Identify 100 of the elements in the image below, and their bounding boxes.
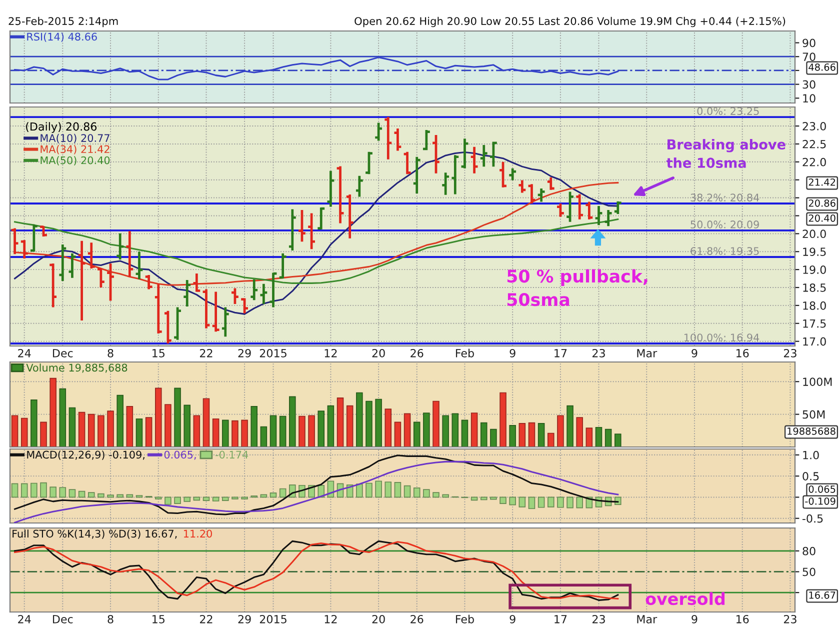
y-tick-label: 17.0 — [803, 337, 826, 346]
x-tick-label: 15 — [152, 615, 164, 624]
bar — [78, 490, 86, 498]
y-tick-label: 18.5 — [803, 283, 826, 292]
x-tick-label: 8 — [108, 348, 114, 358]
bar — [279, 488, 286, 498]
bar — [30, 482, 38, 498]
bar — [11, 483, 18, 498]
bar — [452, 413, 459, 447]
legend-label: MACD(12,26,9) -0.109, — [27, 450, 144, 460]
bar — [394, 422, 402, 447]
x-tick-label: 15 — [152, 349, 164, 358]
text: 16.67 — [809, 591, 836, 599]
chart-subtitle: 25-Feb-2015 2:14pm — [8, 16, 118, 28]
bar — [346, 405, 354, 447]
bar — [68, 407, 76, 447]
bar — [490, 496, 497, 500]
bar — [614, 434, 622, 447]
y-tick-label: 23.0 — [802, 122, 826, 130]
x-tick-label: Mar — [637, 349, 658, 358]
line-series — [14, 460, 619, 523]
legend-title: (Daily) 20.86 — [26, 122, 97, 133]
legend-label: MA(34) 21.42 — [40, 145, 110, 154]
bar — [509, 425, 516, 447]
legend-label: RSI(14) 48.66 — [27, 32, 97, 42]
x-tick-label: 17 — [554, 349, 567, 358]
y-tick-label: 22.5 — [802, 140, 826, 148]
bar — [500, 392, 506, 447]
y-tick-label: 50M — [802, 410, 825, 419]
bar — [308, 415, 315, 447]
bar — [59, 487, 66, 498]
bar — [202, 496, 210, 502]
bar — [461, 420, 468, 447]
y-tick-label: -0.5 — [802, 514, 823, 523]
y-tick-label: 0.5 — [802, 472, 819, 480]
bar — [184, 496, 190, 502]
legend-label: MA(50) 20.40 — [40, 156, 110, 166]
text: 0.065 — [808, 485, 836, 493]
bar — [68, 489, 76, 498]
y-tick-label: 50 — [802, 568, 816, 576]
ref-line-label: 61.8%: 19.35 — [690, 247, 759, 255]
ref-line-label: 38.2%: 20.84 — [690, 194, 760, 202]
bar — [404, 413, 411, 447]
bar — [270, 492, 277, 498]
y-tick-label: 100M — [803, 378, 832, 386]
bar — [566, 405, 574, 447]
x-tick-label: 17 — [554, 615, 567, 624]
bar — [279, 416, 286, 447]
y-tick-label: 19.5 — [803, 248, 826, 256]
bar — [289, 396, 296, 447]
text: 20.86 — [808, 199, 836, 207]
y-tick-label: 19.0 — [803, 266, 826, 274]
y-tick-label: 70 — [802, 52, 816, 61]
bar — [557, 496, 564, 508]
x-tick-label: 20 — [372, 348, 385, 358]
bar — [518, 496, 526, 508]
bar — [222, 496, 229, 502]
bar — [136, 418, 143, 447]
x-tick-label: 23 — [592, 348, 605, 358]
x-tick-label: 12 — [324, 614, 337, 624]
x-tick-label: Mar — [637, 615, 658, 624]
bar — [528, 422, 536, 447]
bar — [432, 492, 440, 498]
bar — [40, 422, 47, 447]
bar — [193, 496, 200, 501]
bar — [116, 394, 124, 447]
bar — [11, 415, 18, 447]
bar — [20, 483, 28, 498]
y-tick-label: 10 — [803, 94, 816, 103]
x-tick-label: 9 — [510, 614, 516, 624]
bar — [480, 422, 488, 447]
bar — [212, 496, 220, 502]
bar — [59, 388, 66, 447]
bar — [604, 428, 612, 447]
bar — [432, 400, 440, 447]
bar — [500, 496, 506, 504]
bar — [30, 400, 38, 447]
series-label: Full STO %K(14,3) %D(3) 16.67, — [12, 530, 177, 539]
bar — [586, 428, 593, 447]
x-tick-label: 9 — [692, 614, 698, 624]
x-tick-label: 2015 — [260, 614, 286, 624]
y-tick-label: 30 — [802, 80, 816, 89]
bar — [384, 482, 392, 498]
bar — [212, 418, 220, 447]
bar — [375, 480, 382, 498]
bar — [145, 417, 152, 447]
x-tick-label: 9 — [692, 348, 698, 358]
bar — [423, 489, 430, 498]
bar — [470, 496, 478, 501]
bar — [222, 420, 229, 447]
bar — [384, 408, 392, 447]
x-tick-label: 20 — [372, 614, 385, 624]
text: 20.40 — [808, 214, 836, 222]
x-tick-label: 22 — [200, 348, 212, 358]
bar — [366, 400, 372, 447]
x-tick-label: 24 — [18, 614, 31, 624]
bar — [260, 426, 268, 447]
text: 48.66 — [808, 63, 836, 71]
bar — [193, 415, 200, 447]
x-tick-label: 23 — [784, 348, 796, 358]
